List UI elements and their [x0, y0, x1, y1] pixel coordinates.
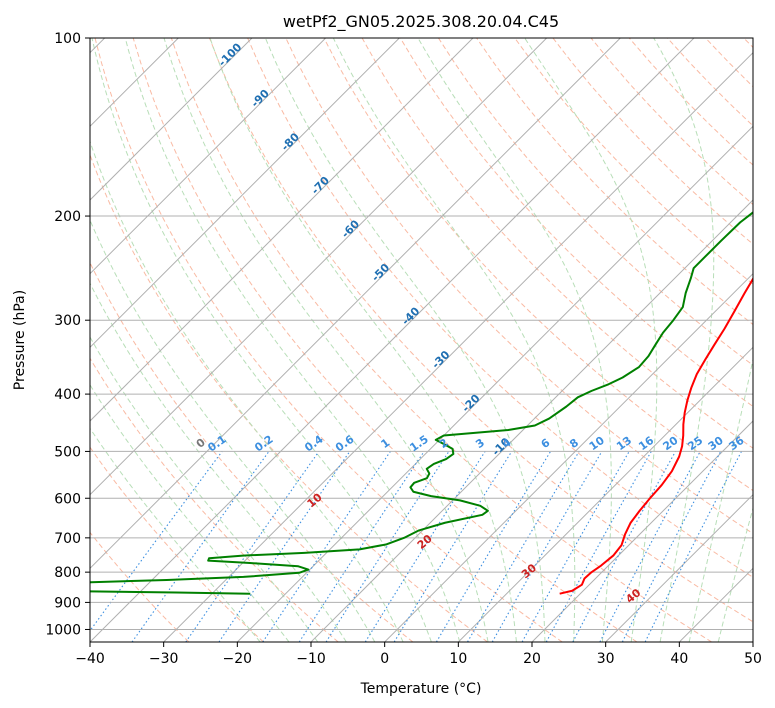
mixing-ratio-line — [521, 451, 630, 642]
isotherm — [90, 38, 548, 496]
mixing-ratio-line — [262, 451, 391, 642]
isotherm — [236, 125, 753, 642]
isotherm — [90, 38, 474, 422]
dry-adiabat — [94, 38, 563, 642]
dry-adiabat — [399, 38, 753, 408]
x-tick-label: 50 — [744, 651, 762, 667]
moist-adiabat — [717, 506, 753, 642]
x-tick-label: −10 — [296, 651, 326, 667]
isotherm — [90, 38, 621, 570]
mixing-ratio-line — [644, 451, 742, 642]
mixing-ratio-line — [545, 451, 652, 642]
isotherm — [605, 493, 753, 642]
x-tick-label: −30 — [149, 651, 179, 667]
isotherm — [90, 38, 695, 642]
x-tick-label: 0 — [380, 651, 389, 667]
dry-adiabat — [132, 38, 638, 642]
moist-adiabat — [90, 218, 376, 642]
dewpoint-line — [90, 211, 753, 595]
x-tick-label: 30 — [597, 651, 615, 667]
y-tick-label: 900 — [54, 595, 81, 611]
temperature-line — [559, 276, 753, 595]
moist-adiabat — [264, 38, 546, 642]
background-lines — [90, 38, 753, 642]
dry-adiabat — [90, 446, 264, 642]
mixing-ratio-line — [131, 451, 270, 642]
dry-adiabat — [514, 38, 753, 285]
y-tick-label: 500 — [54, 444, 81, 460]
isotherm — [163, 51, 753, 642]
moist-adiabat — [163, 38, 489, 642]
dry-adiabat — [170, 38, 712, 642]
isotherm — [90, 38, 253, 201]
moist-adiabat — [653, 38, 715, 642]
moist-adiabat — [332, 38, 576, 642]
y-tick-label: 700 — [54, 531, 81, 547]
moist-adiabat — [90, 139, 404, 642]
mixing-ratio-line — [325, 451, 450, 642]
isotherm — [90, 38, 327, 275]
chart-title: wetPf2_GN05.2025.308.20.04.C45 — [283, 12, 559, 32]
moist-adiabat — [90, 336, 319, 642]
dry-adiabat — [90, 357, 339, 642]
isotherm — [310, 199, 753, 642]
x-tick-label: −40 — [75, 651, 105, 667]
y-tick-label: 800 — [54, 565, 81, 581]
plot-frame — [89, 37, 754, 643]
y-tick-label: 200 — [54, 209, 81, 225]
x-axis: −40 −30 −20 −10 0 10 20 30 40 50 — [75, 642, 762, 667]
dry-adiabat — [438, 38, 753, 366]
moist-adiabat — [417, 38, 612, 642]
moist-adiabat — [91, 38, 432, 642]
x-tick-label: 10 — [449, 651, 467, 667]
dry-adiabat — [209, 38, 753, 623]
x-tick-label: 20 — [523, 651, 541, 667]
moist-adiabat — [209, 38, 517, 642]
isotherm — [531, 420, 753, 642]
plot-area — [90, 38, 753, 642]
moist-adiabat — [124, 38, 461, 642]
mixing-ratio-line — [218, 451, 351, 642]
profile-lines — [90, 211, 753, 595]
dry-adiabat — [90, 531, 190, 642]
y-tick-label: 600 — [54, 491, 81, 507]
moist-adiabat — [90, 383, 290, 642]
dry-adiabat — [323, 38, 753, 492]
mixing-ratio-line — [185, 451, 320, 642]
moist-adiabat — [90, 427, 261, 642]
y-tick-label: 100 — [54, 31, 81, 47]
isotherm — [90, 38, 400, 349]
pressure-gridlines — [90, 38, 753, 630]
mixing-ratio-line — [572, 451, 677, 642]
y-tick-label: 300 — [54, 313, 81, 329]
moist-adiabat — [524, 38, 658, 642]
mixing-ratio-line — [621, 451, 722, 642]
moist-adiabat — [688, 357, 753, 642]
y-axis: 100 200 300 400 500 600 700 800 900 1000 — [45, 31, 90, 638]
mixing-ratio-line — [393, 451, 513, 642]
x-tick-label: −20 — [223, 651, 253, 667]
y-tick-label: 1000 — [45, 622, 81, 638]
mixing-ratio-line — [298, 451, 425, 642]
moist-adiabat — [90, 282, 347, 642]
x-axis-title: Temperature (°C) — [360, 681, 482, 697]
isotherm — [384, 272, 753, 642]
isotherm — [457, 346, 753, 642]
y-axis-title: Pressure (hPa) — [12, 290, 28, 390]
dry-adiabat — [247, 38, 753, 578]
dry-adiabat — [90, 153, 488, 642]
x-tick-label: 40 — [670, 651, 688, 667]
mixing-ratio-line — [90, 451, 223, 632]
y-tick-label: 400 — [54, 387, 81, 403]
